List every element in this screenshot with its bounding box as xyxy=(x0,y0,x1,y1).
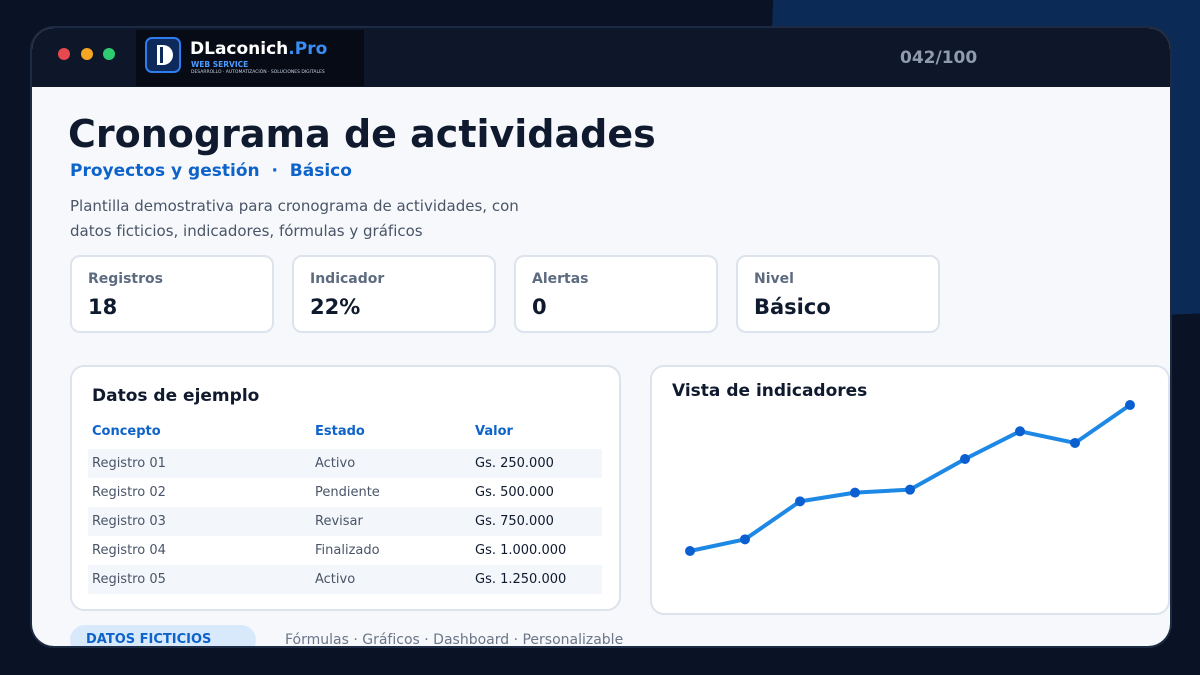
brand-tagline: WEB SERVICE xyxy=(191,60,249,69)
level: Básico xyxy=(289,161,352,181)
logo: DLaconich.Pro WEB SERVICE DESARROLLO · A… xyxy=(136,30,364,86)
column-header: Valor xyxy=(475,424,513,439)
badge: DATOS FICTICIOS xyxy=(70,625,256,646)
table-cell: Revisar xyxy=(315,514,363,529)
point xyxy=(905,484,915,495)
table-panel: Datos de ejemplo Concepto Estado Valor Regi… xyxy=(70,365,621,611)
table-cell: Registro 03 xyxy=(92,514,166,529)
card-label: Registros xyxy=(88,271,163,287)
point xyxy=(1015,426,1025,437)
description-line: Plantilla demostrativa para cronograma d… xyxy=(70,197,519,215)
point xyxy=(1125,400,1135,410)
stat-card: Nivel Básico xyxy=(736,255,940,333)
card-label: Nivel xyxy=(754,271,794,287)
separator: · xyxy=(271,161,278,181)
table-cell: Finalizado xyxy=(315,543,380,558)
page-title: Cronograma de actividades xyxy=(68,112,656,156)
stat-card: Alertas 0 xyxy=(514,255,718,333)
point xyxy=(795,496,805,507)
features: Fórmulas · Gráficos · Dashboard · Person… xyxy=(285,632,624,646)
point xyxy=(740,534,750,545)
point xyxy=(960,454,970,465)
logo-glyph xyxy=(157,45,173,65)
close-button[interactable] xyxy=(58,48,70,60)
card-value: 22% xyxy=(310,295,361,319)
table-cell: Activo xyxy=(315,456,356,471)
stat-card: Registros 18 xyxy=(70,255,274,333)
chart-panel: Vista de indicadores xyxy=(650,365,1170,615)
brand-services: DESARROLLO · AUTOMATIZACIÓN · SOLUCIONES… xyxy=(191,70,325,75)
card-value: 18 xyxy=(88,295,118,319)
table-cell: Activo xyxy=(315,572,356,587)
table-cell: Gs. 250.000 xyxy=(475,456,554,471)
point xyxy=(850,487,860,498)
card-value: 0 xyxy=(532,295,547,319)
counter: 042/100 xyxy=(900,48,978,68)
window: DLaconich.Pro WEB SERVICE DESARROLLO · A… xyxy=(32,28,1170,646)
table-row: Registro 02 Pendiente Gs. 500.000 xyxy=(88,478,602,507)
card-label: Alertas xyxy=(532,271,589,287)
description: Plantilla demostrativa para cronograma d… xyxy=(70,194,519,244)
brand-suffix: .Pro xyxy=(288,39,328,59)
table-row: Registro 05 Activo Gs. 1.250.000 xyxy=(88,565,602,594)
table-cell: Pendiente xyxy=(315,485,380,500)
table-cell: Registro 05 xyxy=(92,572,166,587)
chart-title: Vista de indicadores xyxy=(672,381,868,401)
category: Proyectos y gestión xyxy=(70,161,260,181)
logo-icon xyxy=(145,37,181,73)
table-cell: Gs. 750.000 xyxy=(475,514,554,529)
column-header: Estado xyxy=(315,424,365,439)
brand-name: DLaconich xyxy=(190,39,289,59)
chart xyxy=(685,400,1135,556)
table-row: Registro 04 Finalizado Gs. 1.000.000 xyxy=(88,536,602,565)
stat-card: Indicador 22% xyxy=(292,255,496,333)
maximize-button[interactable] xyxy=(103,48,115,60)
column-header: Concepto xyxy=(92,424,161,439)
description-line: datos ficticios, indicadores, fórmulas y… xyxy=(70,222,423,240)
point xyxy=(1070,437,1080,448)
table-cell: Registro 01 xyxy=(92,456,166,471)
subtitle: Proyectos y gestión · Básico xyxy=(70,161,352,181)
table-row: Registro 03 Revisar Gs. 750.000 xyxy=(88,507,602,536)
minimize-button[interactable] xyxy=(81,48,93,60)
card-value: Básico xyxy=(754,295,831,319)
point xyxy=(685,546,695,556)
title-bar: DLaconich.Pro WEB SERVICE DESARROLLO · A… xyxy=(32,28,1170,87)
line xyxy=(689,403,1132,553)
card-label: Indicador xyxy=(310,271,385,287)
table-cell: Gs. 1.000.000 xyxy=(475,543,567,558)
table-title: Datos de ejemplo xyxy=(92,386,260,406)
table-row: Registro 01 Activo Gs. 250.000 xyxy=(88,449,602,478)
brand: DLaconich.Pro xyxy=(190,39,327,59)
table-cell: Gs. 1.250.000 xyxy=(475,572,567,587)
table-cell: Registro 02 xyxy=(92,485,166,500)
table-cell: Registro 04 xyxy=(92,543,166,558)
table-cell: Gs. 500.000 xyxy=(475,485,554,500)
